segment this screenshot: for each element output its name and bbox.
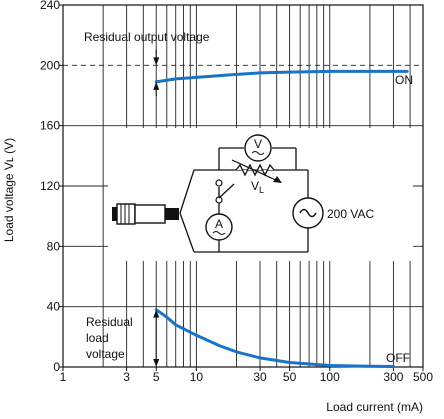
ac-source-label: 200 VAC [327, 207, 374, 221]
switch-contact-bottom [215, 196, 223, 204]
off-curve-label: OFF [386, 351, 410, 365]
switch-contact-top [215, 179, 223, 187]
y-tick-label: 120 [40, 179, 60, 193]
ammeter-label: A [215, 217, 223, 231]
y-tick-label: 40 [47, 300, 61, 314]
ammeter-wave [212, 231, 226, 235]
residual-load-arrow-bottom [153, 359, 160, 367]
y-tick-label: 80 [47, 239, 61, 253]
x-tick-label: 1 [60, 370, 67, 384]
switch-blade [218, 183, 235, 199]
x-tick-label: 10 [190, 370, 204, 384]
voltmeter-wave [251, 151, 265, 155]
resistor-arrow-head [273, 176, 282, 183]
y-tick-label: 200 [40, 58, 60, 72]
residual-output-arrow-top [153, 57, 160, 66]
x-tick-label: 50 [283, 370, 297, 384]
residual-load-arrow-top [153, 309, 160, 318]
residual-load-voltage-line2: load [86, 331, 109, 345]
series [154, 69, 409, 368]
y-axis-label: Load voltage Vʟ (V) [2, 138, 16, 242]
x-tick-label: 300 [383, 370, 403, 384]
series-line-on [154, 69, 409, 84]
axes: 0 40 80 120 160 200 240 1 3 5 10 30 50 100 300 500 [40, 0, 433, 384]
y-tick-label: 0 [53, 360, 60, 374]
residual-load-voltage-line1: Residual [86, 315, 133, 329]
y-tick-label: 240 [40, 0, 60, 12]
voltmeter-icon [244, 134, 272, 162]
x-tick-label: 30 [253, 370, 267, 384]
load-label: VL [251, 179, 264, 195]
resistor-arrow-shaft [231, 159, 281, 183]
series-line-off [154, 308, 395, 368]
ac-source-wave [299, 208, 317, 218]
ammeter-icon [205, 213, 233, 241]
x-tick-label: 5 [153, 370, 160, 384]
residual-load-voltage-line3: voltage [86, 347, 125, 361]
annotation-marks [153, 49, 160, 367]
residual-output-voltage-label: Residual output voltage [84, 30, 210, 44]
x-tick-label: 500 [413, 370, 433, 384]
on-curve-label: ON [395, 73, 413, 87]
inset-circuit: VL V A 200 VAC [108, 128, 413, 261]
voltmeter-label: V [254, 137, 262, 151]
x-tick-label: 3 [123, 370, 130, 384]
sensor-icon [112, 203, 179, 225]
residual-output-arrow-bottom [153, 81, 160, 90]
y-tick-label: 160 [40, 119, 60, 133]
x-axis-label: Load current (mA) [326, 400, 423, 414]
x-tick-label: 100 [320, 370, 340, 384]
